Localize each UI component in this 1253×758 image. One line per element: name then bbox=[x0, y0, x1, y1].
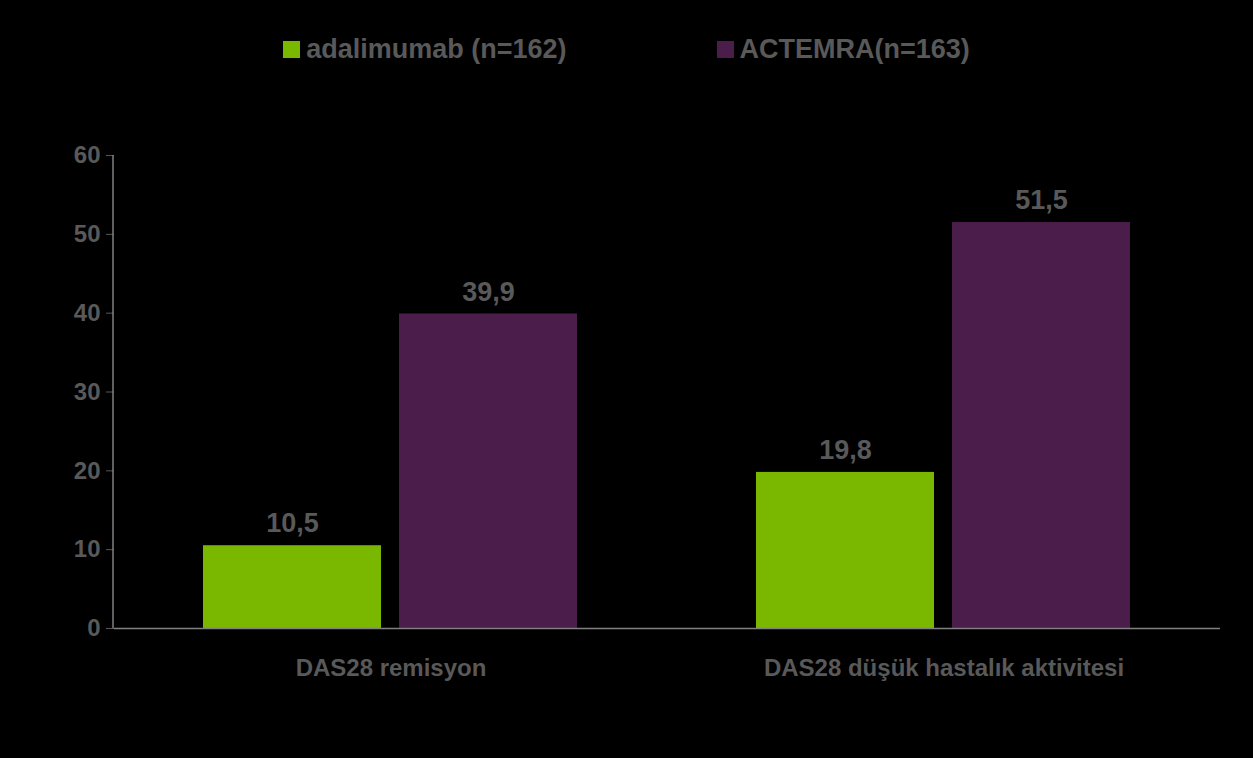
html-text:adalimumab (n=162): adalimumab (n=162) bbox=[306, 34, 567, 64]
svg-text:60: 60 bbox=[74, 141, 101, 168]
svg-text:DAS28 düşük hastalık aktivites: DAS28 düşük hastalık aktivitesi bbox=[764, 654, 1124, 681]
svg-text:19,8: 19,8 bbox=[819, 435, 872, 465]
svg-text:20: 20 bbox=[74, 457, 101, 484]
svg-text:50: 50 bbox=[74, 220, 101, 247]
svg-text:10: 10 bbox=[74, 535, 101, 562]
svg-text:DAS28 remisyon: DAS28 remisyon bbox=[296, 654, 487, 681]
svg-text:40: 40 bbox=[74, 299, 101, 326]
svg-text:51,5: 51,5 bbox=[1015, 185, 1068, 215]
svg-text:10,5: 10,5 bbox=[266, 508, 319, 538]
svg-text:39,9: 39,9 bbox=[462, 277, 515, 307]
svg-text:30: 30 bbox=[74, 378, 101, 405]
svg-text:0: 0 bbox=[87, 614, 100, 641]
html-text:ACTEMRA(n=163): ACTEMRA(n=163) bbox=[739, 34, 970, 64]
